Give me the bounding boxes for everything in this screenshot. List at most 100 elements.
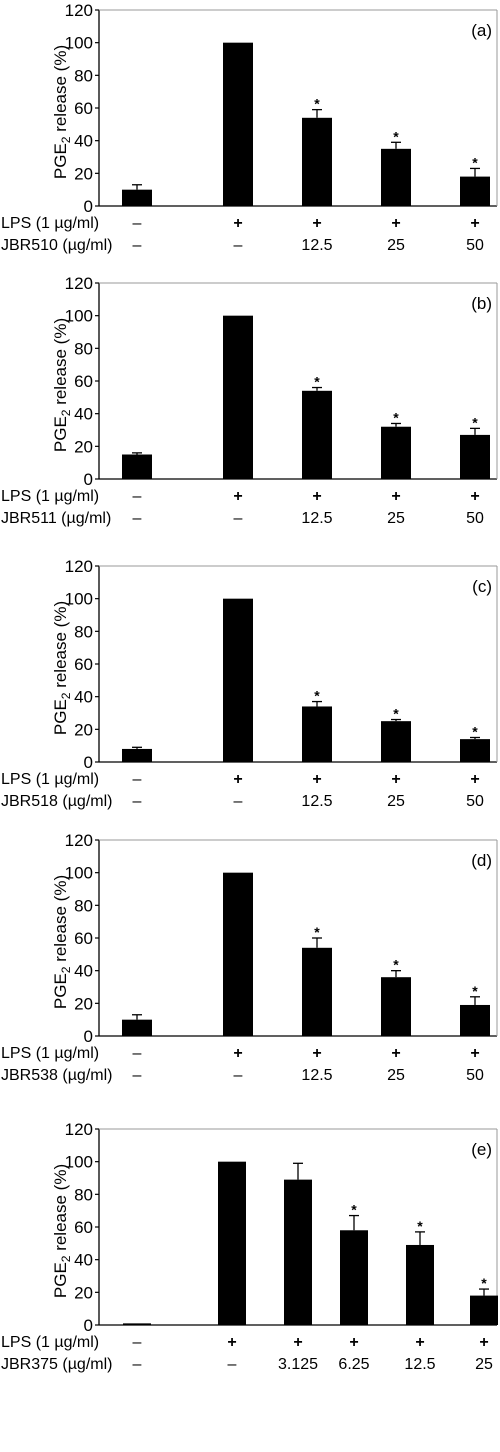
bar bbox=[381, 721, 411, 762]
panel-label: (b) bbox=[471, 294, 492, 313]
bar bbox=[460, 176, 490, 206]
lps-row-value: + bbox=[391, 771, 400, 788]
bar bbox=[218, 1161, 246, 1325]
lps-row-value: + bbox=[391, 1045, 400, 1062]
panel-label: (a) bbox=[471, 21, 492, 40]
y-tick-label: 100 bbox=[65, 34, 93, 53]
compound-row-value: 12.5 bbox=[301, 510, 332, 527]
bar bbox=[223, 315, 253, 479]
bar bbox=[460, 434, 490, 479]
compound-row-value: – bbox=[133, 237, 142, 254]
compound-row-value: – bbox=[133, 510, 142, 527]
compound-row-value: 50 bbox=[466, 1067, 484, 1084]
lps-row-label: LPS (1 µg/ml) bbox=[1, 488, 99, 505]
y-tick-label: 20 bbox=[74, 1283, 93, 1302]
lps-row-label: LPS (1 µg/ml) bbox=[1, 215, 99, 232]
lps-row-value: + bbox=[312, 771, 321, 788]
y-tick-label: 40 bbox=[74, 405, 93, 424]
y-tick-label: 0 bbox=[84, 470, 93, 489]
significance-marker: * bbox=[314, 688, 320, 704]
bar bbox=[284, 1179, 312, 1325]
compound-row-value: 3.125 bbox=[278, 1356, 318, 1373]
y-tick-label: 80 bbox=[74, 1185, 93, 1204]
lps-row-value: – bbox=[133, 1045, 142, 1062]
y-tick-label: 20 bbox=[74, 164, 93, 183]
compound-row-label: JBR510 (µg/ml) bbox=[1, 237, 112, 254]
significance-marker: * bbox=[314, 96, 320, 112]
compound-row-value: 25 bbox=[387, 793, 405, 810]
y-tick-label: 120 bbox=[65, 1120, 93, 1139]
y-tick-label: 60 bbox=[74, 1218, 93, 1237]
bar bbox=[223, 872, 253, 1036]
y-tick-label: 0 bbox=[84, 1316, 93, 1335]
bar bbox=[460, 739, 490, 762]
lps-row-value: + bbox=[415, 1334, 424, 1351]
bar bbox=[302, 706, 332, 762]
compound-row-value: – bbox=[234, 793, 243, 810]
lps-row-value: + bbox=[227, 1334, 236, 1351]
y-tick-label: 100 bbox=[65, 590, 93, 609]
compound-row-label: JBR375 (µg/ml) bbox=[1, 1356, 112, 1373]
lps-row-value: + bbox=[233, 771, 242, 788]
compound-row-label: JBR518 (µg/ml) bbox=[1, 793, 112, 810]
significance-marker: * bbox=[481, 1275, 487, 1291]
lps-row-value: + bbox=[391, 215, 400, 232]
significance-marker: * bbox=[393, 128, 399, 144]
lps-row-value: + bbox=[312, 215, 321, 232]
lps-row-label: LPS (1 µg/ml) bbox=[1, 1045, 99, 1062]
lps-row-value: + bbox=[470, 215, 479, 232]
bar bbox=[223, 598, 253, 762]
bar bbox=[406, 1244, 434, 1325]
lps-row-label: LPS (1 µg/ml) bbox=[1, 771, 99, 788]
lps-row-value: – bbox=[133, 771, 142, 788]
bar bbox=[223, 42, 253, 206]
significance-marker: * bbox=[472, 414, 478, 430]
lps-row-value: – bbox=[133, 1334, 142, 1351]
compound-row-value: – bbox=[234, 237, 243, 254]
y-axis-label: PGE2 release (%) bbox=[51, 318, 73, 452]
bar bbox=[122, 189, 152, 206]
significance-marker: * bbox=[314, 374, 320, 390]
significance-marker: * bbox=[472, 724, 478, 740]
compound-row-value: 6.25 bbox=[338, 1356, 369, 1373]
y-tick-label: 120 bbox=[65, 1, 93, 20]
y-axis-label: PGE2 release (%) bbox=[51, 875, 73, 1009]
compound-row-label: JBR511 (µg/ml) bbox=[1, 510, 111, 527]
significance-marker: * bbox=[472, 154, 478, 170]
y-tick-label: 20 bbox=[74, 994, 93, 1013]
chart-panel-2: 0 20 40 60 80 100 120 PGE2 release (%) (c) * * * LPS… bbox=[1, 557, 498, 810]
y-tick-label: 120 bbox=[65, 831, 93, 850]
y-axis-label: PGE2 release (%) bbox=[51, 1164, 73, 1298]
lps-row-value: + bbox=[470, 771, 479, 788]
lps-row-value: + bbox=[312, 1045, 321, 1062]
compound-row-value: 12.5 bbox=[404, 1356, 435, 1373]
compound-row-value: – bbox=[133, 1067, 142, 1084]
compound-row-value: 25 bbox=[387, 1067, 405, 1084]
y-tick-label: 100 bbox=[65, 307, 93, 326]
y-axis-label: PGE2 release (%) bbox=[51, 601, 73, 735]
y-tick-label: 20 bbox=[74, 720, 93, 739]
compound-row-value: – bbox=[133, 1356, 142, 1373]
y-tick-label: 120 bbox=[65, 557, 93, 576]
y-tick-label: 40 bbox=[74, 132, 93, 151]
bar bbox=[381, 426, 411, 479]
y-tick-label: 60 bbox=[74, 655, 93, 674]
lps-row-value: – bbox=[133, 215, 142, 232]
lps-row-value: + bbox=[233, 1045, 242, 1062]
lps-row-value: + bbox=[233, 215, 242, 232]
panel-label: (e) bbox=[471, 1140, 492, 1159]
y-tick-label: 0 bbox=[84, 1027, 93, 1046]
compound-row-value: 25 bbox=[387, 237, 405, 254]
y-tick-label: 60 bbox=[74, 99, 93, 118]
lps-row-value: + bbox=[349, 1334, 358, 1351]
chart-panel-1: 0 20 40 60 80 100 120 PGE2 release (%) (b) * * * LPS… bbox=[1, 274, 498, 527]
bar bbox=[340, 1230, 368, 1325]
compound-row-value: 50 bbox=[466, 793, 484, 810]
lps-row-label: LPS (1 µg/ml) bbox=[1, 1334, 99, 1351]
significance-marker: * bbox=[351, 1202, 357, 1218]
significance-marker: * bbox=[393, 706, 399, 722]
lps-row-value: + bbox=[312, 488, 321, 505]
lps-row-value: + bbox=[391, 488, 400, 505]
chart-panel-3: 0 20 40 60 80 100 120 PGE2 release (%) (d) * * * LPS… bbox=[1, 831, 498, 1084]
